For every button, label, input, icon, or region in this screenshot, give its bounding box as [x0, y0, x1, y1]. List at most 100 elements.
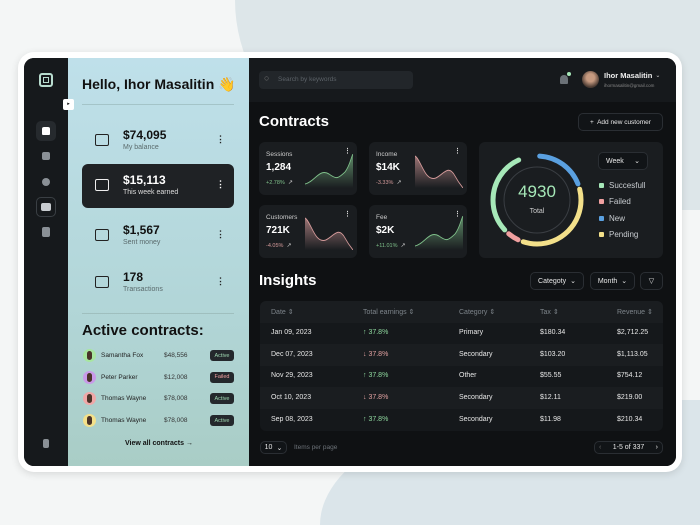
- chevron-down-icon: ⌄: [570, 278, 576, 285]
- period-value: Week: [606, 157, 624, 165]
- metric-change: -3.33%: [376, 179, 394, 186]
- contract-row[interactable]: Thomas Wayne $78,008 Active: [68, 392, 249, 406]
- avatar[interactable]: [582, 71, 599, 88]
- metric-change-group: -3.33% ↗: [376, 179, 401, 187]
- legend-swatch: [599, 199, 604, 205]
- avatar: [83, 370, 96, 384]
- cell-revenue: $1,113.05: [617, 350, 648, 358]
- metric-card-income[interactable]: Income ⋮ $14K -3.33% ↗: [369, 142, 467, 195]
- category-filter[interactable]: Categoty ⌄: [530, 272, 584, 290]
- prev-page-button[interactable]: ‹: [599, 444, 602, 451]
- donut-segment-pending: [490, 153, 584, 247]
- legend-item: New: [599, 214, 625, 223]
- stat-label: Sent money: [123, 239, 161, 246]
- legend-item: Pending: [599, 230, 638, 239]
- avatar: [83, 392, 96, 406]
- stat-0[interactable]: $74,095 My balance ⋮: [82, 124, 234, 164]
- stat-value: 178: [123, 270, 144, 284]
- pagination-label: 1-5 of 337: [612, 444, 645, 451]
- column-header[interactable]: Revenue ⇕: [617, 309, 653, 316]
- table-row[interactable]: Oct 10, 2023 ↓ 37.8% Secondary $12.11 $2…: [260, 387, 663, 410]
- stat-3[interactable]: 178 Transactions ⋮: [82, 266, 234, 306]
- main-area: ○ Search by keywords Ihor Masalitin ⌄ ih…: [249, 58, 676, 466]
- filter-button[interactable]: ▽: [640, 272, 663, 290]
- more-options-icon[interactable]: ⋮: [454, 211, 461, 218]
- bell-icon[interactable]: [560, 72, 571, 84]
- period-select[interactable]: Week ⌄: [598, 152, 648, 170]
- avatar: [83, 349, 96, 362]
- chevron-down-icon: ⌄: [621, 278, 628, 285]
- column-header[interactable]: Tax ⇕: [540, 309, 559, 316]
- month-filter[interactable]: Month ⌄: [590, 272, 635, 290]
- user-icon[interactable]: [36, 172, 56, 192]
- items-per-page-select[interactable]: 10 ⌄: [260, 441, 287, 454]
- more-options-icon[interactable]: ⋮: [216, 229, 225, 239]
- column-header[interactable]: Date ⇕: [271, 309, 294, 316]
- more-options-icon[interactable]: ⋮: [216, 134, 225, 144]
- view-all-contracts-link[interactable]: View all contracts →: [125, 440, 193, 447]
- table-row[interactable]: Jan 09, 2023 ↑ 37.8% Primary $180.34 $2,…: [260, 322, 663, 344]
- more-options-icon[interactable]: ⋮: [216, 179, 225, 189]
- contract-row[interactable]: Thomas Wayne $78,008 Active: [68, 414, 249, 428]
- logout-icon[interactable]: [36, 433, 56, 453]
- donut-inner-ring: [503, 166, 571, 234]
- chart-icon[interactable]: [36, 146, 56, 166]
- wallet-icon[interactable]: [36, 197, 56, 217]
- table-row[interactable]: Dec 07, 2023 ↓ 37.8% Secondary $103.20 $…: [260, 343, 663, 366]
- user-menu[interactable]: Ihor Masalitin ⌄: [604, 71, 660, 80]
- sparkline: [415, 216, 463, 250]
- stat-1[interactable]: $15,113 This week earned ⋮: [82, 164, 234, 208]
- stat-label: My balance: [123, 144, 159, 151]
- stat-2[interactable]: $1,567 Sent money ⋮: [82, 219, 234, 259]
- status-badge: Failed: [210, 371, 234, 383]
- stat-label: This week earned: [123, 189, 179, 196]
- legend-label: New: [609, 213, 626, 223]
- column-header[interactable]: Category ⇕: [459, 309, 496, 316]
- cell-category: Other: [459, 372, 477, 380]
- document-icon[interactable]: [36, 222, 56, 242]
- stat-value: $74,095: [123, 128, 167, 142]
- table-header: Date ⇕ Total earnings ⇕ Category ⇕ Tax ⇕ Rev…: [260, 301, 663, 323]
- cell-date: Oct 10, 2023: [271, 394, 312, 402]
- more-options-icon[interactable]: ⋮: [344, 211, 351, 218]
- metric-card-fee[interactable]: Fee ⋮ $2K +11.01% ↗: [369, 205, 467, 258]
- next-page-button[interactable]: ›: [655, 444, 658, 451]
- bank-icon: [95, 134, 109, 146]
- cell-earnings: ↑ 37.8%: [363, 329, 389, 336]
- add-new-customer-button[interactable]: + Add new customer: [578, 113, 663, 131]
- column-header[interactable]: Total earnings ⇕: [363, 309, 415, 316]
- chevron-down-icon: ⌄: [655, 73, 661, 79]
- expand-sidebar-button[interactable]: ▸: [63, 99, 74, 110]
- table-row[interactable]: Nov 29, 2023 ↑ 37.8% Other $55.55 $754.1…: [260, 365, 663, 387]
- donut-total-label: Total: [529, 208, 545, 215]
- cell-earnings: ↓ 37.8%: [363, 394, 389, 402]
- filter-icon: ▽: [648, 278, 655, 285]
- legend-item: Succesfull: [599, 181, 645, 190]
- cell-category: Secondary: [459, 415, 493, 423]
- insights-title: Insights: [259, 272, 317, 289]
- metric-card-customers[interactable]: Customers ⋮ 721K -4.05% ↗: [259, 205, 357, 258]
- logo-icon: [39, 73, 53, 87]
- contract-name: Samantha Fox: [101, 352, 144, 359]
- metric-label: Fee: [376, 214, 388, 221]
- contract-row[interactable]: Peter Parker $12,008 Failed: [68, 370, 249, 385]
- cell-revenue: $219.00: [617, 394, 643, 402]
- legend-label: Failed: [609, 197, 631, 207]
- contract-name: Thomas Wayne: [101, 417, 147, 425]
- table-row[interactable]: Sep 08, 2023 ↑ 37.8% Secondary $11.98 $2…: [260, 409, 663, 431]
- more-options-icon[interactable]: ⋮: [344, 148, 351, 155]
- cell-category: Secondary: [459, 394, 493, 402]
- search-input[interactable]: ○ Search by keywords: [259, 71, 413, 89]
- metric-change: +11.01%: [376, 242, 398, 249]
- contract-row[interactable]: Samantha Fox $48,556 Active: [68, 349, 249, 363]
- transactions-icon: [95, 276, 109, 288]
- user-email: ihormasalitin@gmail.com: [604, 83, 655, 88]
- cell-earnings: ↑ 37.8%: [363, 415, 389, 423]
- status-badge: Active: [210, 393, 234, 405]
- metric-change: +2.78%: [266, 179, 285, 186]
- more-options-icon[interactable]: ⋮: [454, 148, 461, 155]
- metric-card-sessions[interactable]: Sessions ⋮ 1,284 +2.78% ↗: [259, 142, 357, 195]
- more-options-icon[interactable]: ⋮: [216, 276, 225, 286]
- home-icon[interactable]: [36, 121, 56, 141]
- contract-amount: $12,008: [164, 373, 188, 381]
